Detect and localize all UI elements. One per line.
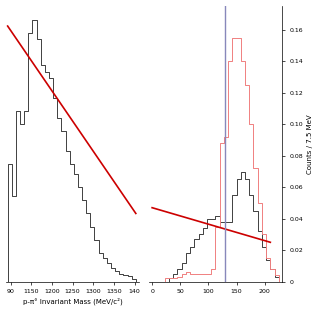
X-axis label: p-π° Invariant Mass (MeV/c²): p-π° Invariant Mass (MeV/c²) — [23, 297, 123, 305]
Y-axis label: Counts / 7.5 MeV: Counts / 7.5 MeV — [307, 114, 313, 174]
